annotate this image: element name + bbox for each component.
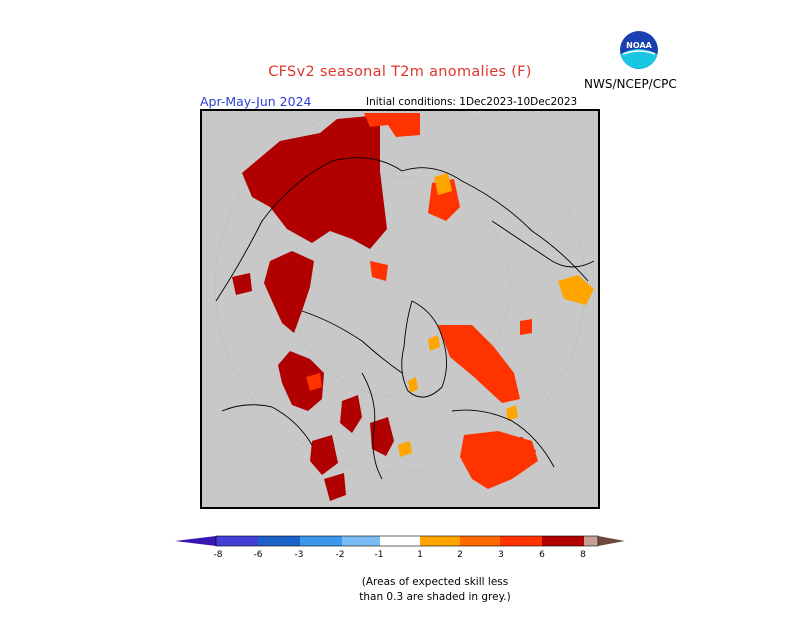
colorbar-bin-6 bbox=[542, 536, 584, 546]
colorbar-bin-8 bbox=[584, 536, 598, 546]
anomaly-region-sahel bbox=[310, 435, 338, 475]
coastline-south-asia bbox=[221, 404, 313, 446]
coastline-africa bbox=[361, 372, 383, 480]
colorbar-bin-1 bbox=[420, 536, 460, 546]
anomaly-region-group-1F bbox=[398, 173, 594, 457]
colorbar-tick-label: 6 bbox=[539, 550, 545, 560]
anomaly-region-canada-east bbox=[558, 275, 594, 305]
map-title: CFSv2 seasonal T2m anomalies (F) bbox=[268, 64, 532, 80]
footnote-line-1: (Areas of expected skill less bbox=[361, 576, 509, 588]
footnote-line-2: than 0.3 are shaded in grey.) bbox=[359, 591, 511, 603]
anomaly-region-north-america bbox=[460, 431, 538, 489]
coastline-group bbox=[215, 157, 595, 480]
polar-anomaly-map bbox=[200, 109, 600, 509]
colorbar-tick-label: -1 bbox=[375, 550, 384, 560]
colorbar-tick-label: -8 bbox=[214, 550, 223, 560]
anomaly-region-greenland bbox=[438, 325, 520, 403]
anomaly-region-europe bbox=[506, 405, 518, 421]
colorbar-bin-minus3 bbox=[258, 536, 300, 546]
colorbar-bin-minus6 bbox=[216, 536, 258, 546]
anomaly-region-group-3F bbox=[306, 113, 538, 489]
coastline-arctic-rim bbox=[215, 157, 589, 302]
noaa-logo: NOAA bbox=[619, 30, 659, 70]
colorbar-tick-label: 1 bbox=[417, 550, 423, 560]
colorbar-tick-label: 2 bbox=[457, 550, 463, 560]
anomaly-region-siberia bbox=[242, 115, 387, 249]
colorbar-canvas: -8 -6 -3 -2 -1 1 2 3 6 8 bbox=[175, 535, 625, 560]
anomaly-region-mediterranean bbox=[398, 441, 412, 457]
colorbar-tick-label: -2 bbox=[336, 550, 345, 560]
coastline-europe bbox=[301, 310, 403, 374]
anomaly-region-china bbox=[264, 251, 314, 333]
anomaly-region-group-6F bbox=[232, 115, 536, 501]
coastline-north-america bbox=[451, 409, 555, 468]
colorbar-tick-label: -6 bbox=[254, 550, 263, 560]
colorbar-bin-3 bbox=[500, 536, 542, 546]
colorbar-outline bbox=[215, 535, 599, 547]
agency-label: NWS/NCEP/CPC bbox=[584, 77, 677, 91]
anomaly-region-east-africa bbox=[370, 417, 394, 456]
colorbar-tick-label: 3 bbox=[498, 550, 504, 560]
initial-conditions: Initial conditions: 1Dec2023-10Dec2023 bbox=[366, 96, 578, 108]
anomaly-region-scandinavia bbox=[408, 377, 418, 393]
colorbar-bin-minus1 bbox=[342, 536, 380, 546]
coastline-greenland bbox=[401, 300, 447, 398]
noaa-logo-text: NOAA bbox=[626, 41, 652, 50]
colorbar-bin-neutral bbox=[380, 536, 420, 546]
anomaly-region-south-asia bbox=[306, 373, 322, 391]
colorbar-bin-minus8 bbox=[175, 536, 216, 546]
anomaly-region-alaska-coast bbox=[434, 173, 452, 195]
anomaly-region-taymyr bbox=[370, 261, 388, 281]
anomaly-region-alaska bbox=[428, 179, 460, 221]
anomaly-region-bering bbox=[364, 113, 420, 137]
colorbar-tick-label: 8 bbox=[580, 550, 586, 560]
anomaly-region-central-asia bbox=[232, 273, 252, 295]
colorbar-tick-label: -3 bbox=[295, 550, 304, 560]
forecast-period: Apr-May-Jun 2024 bbox=[200, 94, 312, 109]
map-canvas bbox=[214, 111, 595, 501]
colorbar-bin-minus2 bbox=[300, 536, 342, 546]
anomaly-region-central-africa bbox=[324, 473, 346, 501]
coastline-canadian-archipelago bbox=[491, 220, 595, 268]
anomaly-region-baffin bbox=[520, 319, 532, 335]
colorbar-bin-2 bbox=[460, 536, 500, 546]
anomaly-region-arabia bbox=[340, 395, 362, 433]
anomaly-region-svalbard bbox=[428, 335, 440, 351]
colorbar-bin-gt8 bbox=[598, 536, 625, 546]
anomaly-region-india bbox=[278, 351, 324, 411]
latitude-ring-inner bbox=[289, 176, 511, 398]
temperature-colorbar: -8 -6 -3 -2 -1 1 2 3 6 8 bbox=[170, 530, 630, 560]
